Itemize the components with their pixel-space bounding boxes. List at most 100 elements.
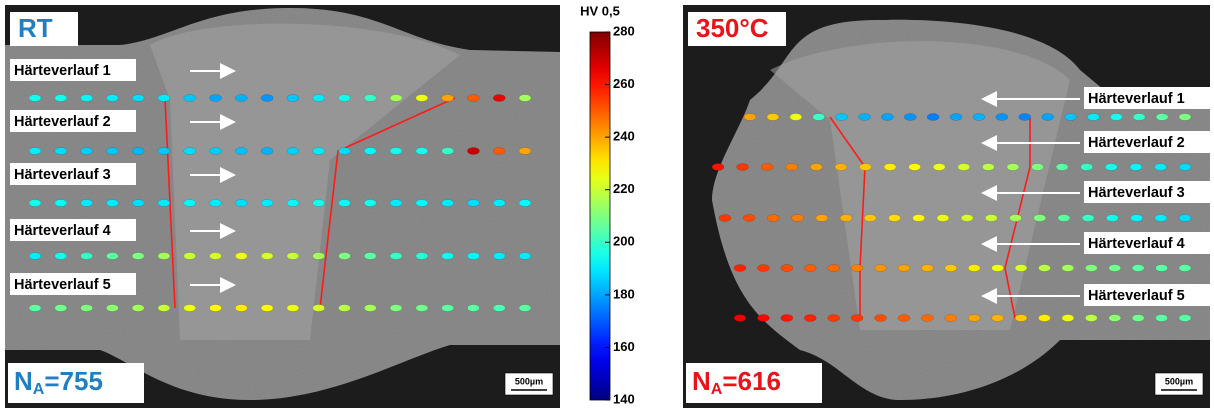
hardness-point xyxy=(80,252,93,260)
hardness-point xyxy=(1087,113,1100,121)
hardness-point xyxy=(1106,214,1119,222)
hardness-point xyxy=(1006,163,1020,171)
trace-label-box xyxy=(10,273,136,295)
hardness-point xyxy=(743,113,757,121)
hardness-point xyxy=(733,314,747,322)
hardness-point xyxy=(260,252,274,260)
hardness-point xyxy=(757,264,770,272)
hardness-point xyxy=(492,252,506,260)
hardness-point xyxy=(804,264,817,272)
hardness-point xyxy=(1178,214,1192,222)
hardness-point xyxy=(467,199,480,207)
hardness-point xyxy=(364,94,377,102)
hardness-point xyxy=(874,314,887,322)
hardness-point xyxy=(926,113,940,121)
hardness-point xyxy=(28,147,42,155)
hardness-point xyxy=(260,199,274,207)
fusion-line xyxy=(319,97,456,309)
hardness-point xyxy=(1178,113,1192,121)
trace-label-box xyxy=(1084,284,1210,306)
hardness-point xyxy=(389,94,403,102)
hardness-point xyxy=(1131,264,1145,272)
trace-label: Härteverlauf 4 xyxy=(1088,236,1185,252)
hardness-point xyxy=(286,94,300,102)
hardness-point xyxy=(260,304,274,312)
count-part: A xyxy=(711,381,723,398)
hardness-point xyxy=(1132,113,1146,121)
hardness-point xyxy=(859,163,872,171)
hardness-point xyxy=(780,314,794,322)
hardness-point xyxy=(415,252,429,260)
colorbar-tick-label: 240 xyxy=(613,129,635,144)
hardness-point xyxy=(183,94,196,102)
hardness-point xyxy=(1130,214,1143,222)
trace-label-box xyxy=(10,110,136,132)
hardness-point xyxy=(415,199,429,207)
colorbar-tick-label: 220 xyxy=(613,181,635,196)
hardness-point xyxy=(1057,214,1071,222)
hardness-point xyxy=(235,199,248,207)
hardness-point xyxy=(967,264,981,272)
count-box xyxy=(8,363,144,403)
hardness-point xyxy=(1131,314,1145,322)
hardness-point xyxy=(718,214,732,222)
hardness-point xyxy=(106,94,119,102)
hardness-point xyxy=(827,314,840,322)
hardness-point xyxy=(1108,264,1121,272)
hardness-point xyxy=(1064,113,1077,121)
fusion-line xyxy=(829,116,866,318)
hardness-point xyxy=(850,314,864,322)
hardness-point xyxy=(312,147,325,155)
panel-tag: 350°C xyxy=(696,13,769,43)
hardness-point xyxy=(131,252,145,260)
hardness-point xyxy=(415,304,429,312)
hardness-point xyxy=(183,304,196,312)
hardness-point xyxy=(338,199,351,207)
hardness-point xyxy=(209,94,222,102)
hardness-point xyxy=(131,199,145,207)
hardness-point xyxy=(389,252,403,260)
count-label: NA=755 xyxy=(14,366,103,398)
hardness-point xyxy=(54,147,68,155)
hardness-point xyxy=(888,214,901,222)
hardness-point xyxy=(467,147,480,155)
hardness-point xyxy=(157,147,171,155)
trace-label: Härteverlauf 1 xyxy=(14,63,111,79)
hardness-point xyxy=(736,163,749,171)
hardness-point xyxy=(492,304,506,312)
hardness-point xyxy=(286,147,300,155)
count-part: N xyxy=(14,366,33,396)
hardness-point xyxy=(991,264,1004,272)
hardness-point xyxy=(810,163,823,171)
hardness-point xyxy=(1038,314,1051,322)
hardness-point xyxy=(1155,314,1168,322)
hardness-point xyxy=(742,214,756,222)
hardness-point xyxy=(54,252,68,260)
weld-zone xyxy=(150,23,460,341)
hardness-point xyxy=(904,113,917,121)
hardness-point xyxy=(389,304,403,312)
hardness-point xyxy=(1031,163,1044,171)
hardness-point xyxy=(131,147,145,155)
hardness-point xyxy=(415,94,429,102)
hardness-point xyxy=(789,113,803,121)
hardness-point xyxy=(839,214,853,222)
hardness-point xyxy=(834,163,848,171)
trace-label-box xyxy=(10,163,136,185)
hardness-point xyxy=(106,252,119,260)
panel-tag-box xyxy=(688,12,786,46)
trace-label-box xyxy=(10,219,136,241)
hardness-point xyxy=(338,147,351,155)
hardness-point xyxy=(1178,264,1192,272)
fusion-line xyxy=(164,97,176,309)
hardness-point xyxy=(183,199,196,207)
hardness-point xyxy=(518,304,532,312)
hardness-point xyxy=(1085,264,1098,272)
hardness-point xyxy=(209,252,222,260)
hardness-point xyxy=(183,147,196,155)
panel-tag-box xyxy=(10,12,78,46)
hardness-point xyxy=(157,199,171,207)
hardness-point xyxy=(235,304,248,312)
hardness-point xyxy=(881,113,894,121)
